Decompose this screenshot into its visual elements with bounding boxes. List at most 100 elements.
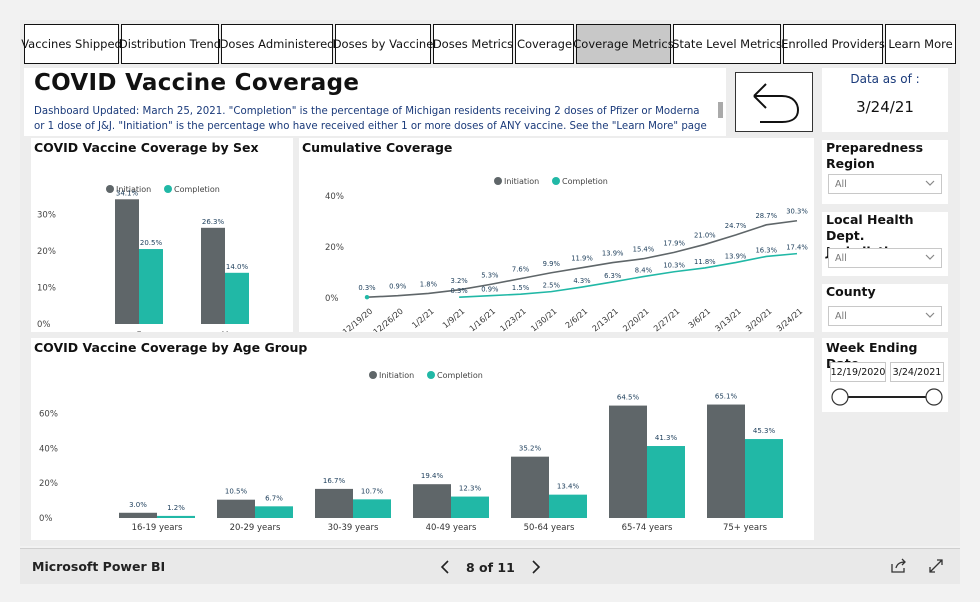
y-tick-label: 0% xyxy=(37,320,51,330)
data-label: 20.5% xyxy=(140,239,163,247)
week-slicer: Week Ending Date 12/19/2020 3/24/2021 xyxy=(822,338,948,412)
data-label: 11.9% xyxy=(571,255,593,263)
county-dropdown[interactable]: All xyxy=(828,306,942,326)
x-tick-label: M xyxy=(221,331,228,332)
bar-completion xyxy=(139,249,163,324)
y-tick-label: 40% xyxy=(325,192,344,202)
data-label: 11.8% xyxy=(694,258,716,266)
data-label: 30.3% xyxy=(786,208,808,216)
cumulative-chart-card: Initiation Completion 0% 20% 40% 0.3% 0.9% 1.8%… xyxy=(299,156,814,337)
page-title: COVID Vaccine Coverage xyxy=(34,70,360,96)
tab-enrolled-providers[interactable]: Enrolled Providers xyxy=(781,24,885,64)
x-tick-label: 2/20/21 xyxy=(621,307,650,332)
chevron-down-icon xyxy=(925,254,935,260)
tab-doses-administered[interactable]: Doses Administered xyxy=(220,24,334,64)
data-label: 17.9% xyxy=(663,239,685,247)
chart-legend: Initiation Completion xyxy=(369,371,483,380)
chevron-right-icon[interactable] xyxy=(531,560,541,574)
lhd-dropdown[interactable]: All xyxy=(828,248,942,268)
data-label: 26.3% xyxy=(202,218,225,226)
x-tick-label: 20-29 years xyxy=(230,523,281,533)
tab-state-level-metrics[interactable]: State Level Metrics xyxy=(672,24,782,64)
legend-marker-initiation xyxy=(369,371,377,379)
week-range-slider[interactable] xyxy=(830,386,946,408)
region-dropdown[interactable]: All xyxy=(828,174,942,194)
data-label: 34.1% xyxy=(116,189,139,197)
data-label: 17.4% xyxy=(786,244,808,252)
week-start-input[interactable]: 12/19/2020 xyxy=(830,362,886,382)
legend-label-initiation: Initiation xyxy=(504,177,539,186)
sex-chart: Initiation Completion 0% 10% 20% 30% 34.1% 20.5… xyxy=(37,185,249,341)
x-tick-label: 65-74 years xyxy=(622,523,673,533)
back-arrow-icon xyxy=(753,83,800,123)
y-tick-label: 0% xyxy=(325,294,339,304)
chart-legend: Initiation Completion xyxy=(494,177,608,186)
week-end-input[interactable]: 3/24/2021 xyxy=(890,362,944,382)
bar-initiation xyxy=(217,499,255,518)
chevron-left-icon[interactable] xyxy=(440,560,450,574)
chevron-down-icon xyxy=(925,312,935,318)
x-tick-label: 12/26/20 xyxy=(372,307,405,332)
share-icon[interactable] xyxy=(890,558,908,574)
x-tick-label: 1/23/21 xyxy=(498,307,527,332)
as-of-date: 3/24/21 xyxy=(856,98,914,116)
chevron-down-icon xyxy=(925,180,935,186)
county-dropdown-value: All xyxy=(835,310,847,322)
fullscreen-icon[interactable] xyxy=(928,558,944,574)
data-label: 3.2% xyxy=(451,277,469,285)
age-chart-heading: COVID Vaccine Coverage by Age Group xyxy=(34,340,308,355)
y-tick-label: 30% xyxy=(37,210,56,220)
legend-label-completion: Completion xyxy=(437,371,483,380)
line-completion xyxy=(459,252,798,299)
tab-coverage[interactable]: Coverage xyxy=(515,24,574,64)
range-end-handle[interactable] xyxy=(925,388,943,406)
tab-vaccines-shipped[interactable]: Vaccines Shipped xyxy=(21,24,122,64)
legend-marker-initiation xyxy=(494,177,502,185)
x-tick-label: 1/2/21 xyxy=(410,307,436,330)
data-label: 5.3% xyxy=(481,271,499,279)
tab-coverage-metrics[interactable]: Coverage Metrics xyxy=(573,24,674,64)
tab-doses-metrics[interactable]: Doses Metrics xyxy=(433,24,513,64)
legend-marker-completion xyxy=(164,185,172,193)
bar-initiation xyxy=(413,484,451,518)
line-point xyxy=(364,295,370,300)
cumulative-chart: Initiation Completion 0% 20% 40% 0.3% 0.9% 1.8%… xyxy=(325,177,808,337)
x-tick-label: 1/16/21 xyxy=(468,307,497,332)
data-label: 1.2% xyxy=(167,504,185,512)
y-tick-label: 60% xyxy=(39,409,58,419)
bar-initiation xyxy=(315,488,353,518)
data-label: 6.3% xyxy=(604,272,622,280)
sex-chart-heading: COVID Vaccine Coverage by Sex xyxy=(34,140,259,155)
bar-completion xyxy=(225,272,249,324)
tab-learn-more[interactable]: Learn More xyxy=(885,24,956,64)
x-tick-label: 3/20/21 xyxy=(744,307,773,332)
x-tick-label: 75+ years xyxy=(723,523,768,533)
county-slicer-title: County xyxy=(826,284,876,299)
data-label: 13.4% xyxy=(557,483,580,491)
x-tick-label: 2/13/21 xyxy=(591,307,620,332)
back-button[interactable] xyxy=(735,72,813,132)
range-start-handle[interactable] xyxy=(831,388,849,406)
data-label: 7.6% xyxy=(512,266,530,274)
x-tick-label: 30-39 years xyxy=(328,523,379,533)
bar-initiation xyxy=(115,199,139,324)
data-label: 14.0% xyxy=(226,263,249,271)
data-label: 0.9% xyxy=(389,283,407,291)
legend-marker-initiation xyxy=(106,185,114,193)
data-label: 16.7% xyxy=(323,477,346,485)
y-tick-label: 10% xyxy=(37,283,56,293)
data-label: 0.3% xyxy=(358,284,376,292)
legend-label-initiation: Initiation xyxy=(116,185,151,194)
x-tick-label: 2/27/21 xyxy=(652,307,681,332)
tab-distribution-trend[interactable]: Distribution Trend xyxy=(119,24,221,64)
data-label: 1.8% xyxy=(420,280,438,288)
legend-marker-completion xyxy=(427,371,435,379)
as-of-card: Data as of : 3/24/21 xyxy=(822,68,948,132)
bar-completion xyxy=(549,494,587,518)
tab-doses-by-vaccine[interactable]: Doses by Vaccine xyxy=(333,24,433,64)
data-label: 9.9% xyxy=(543,260,561,268)
data-label: 35.2% xyxy=(519,445,542,453)
county-slicer: County All xyxy=(822,284,948,332)
x-tick-label: 16-19 years xyxy=(132,523,183,533)
description-scrollbar[interactable] xyxy=(718,102,723,118)
